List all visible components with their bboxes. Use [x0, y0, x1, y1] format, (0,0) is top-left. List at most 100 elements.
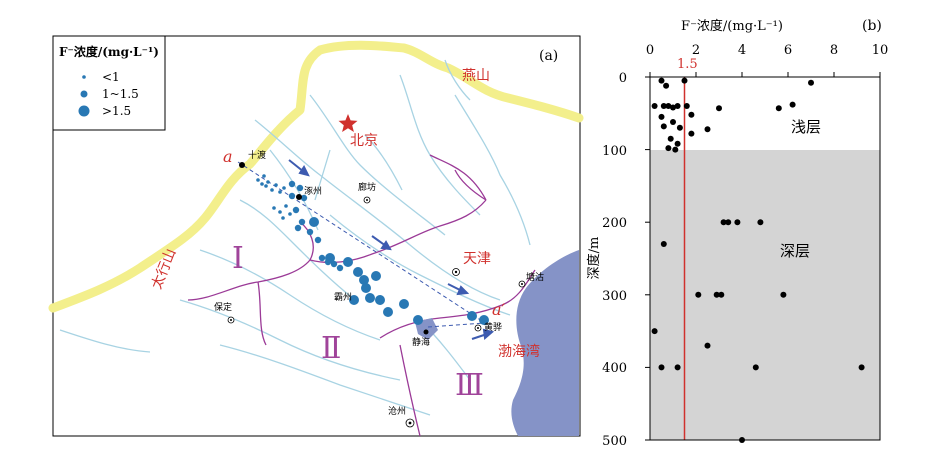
- legend-title: F⁻浓度/(mg·L⁻¹): [59, 44, 159, 59]
- profile-line-east: [427, 322, 486, 328]
- depth-sample-point-32: [780, 291, 787, 298]
- depth-plot-panel: 0 2 4 6 8 10 0 100 200 300 400 500 F⁻浓度/…: [586, 18, 888, 449]
- y-tick-label-100: 100: [602, 144, 627, 159]
- legend-label-mid: 1~1.5: [102, 87, 139, 101]
- depth-sample-point-10: [716, 105, 722, 112]
- city-marker-tanggu: [518, 280, 526, 288]
- deep-zone-label: 深层: [780, 242, 810, 260]
- depth-sample-point-18: [704, 126, 711, 133]
- x-tick-label-6: 6: [784, 43, 792, 58]
- rivers: [59, 59, 531, 416]
- depth-sample-point-14: [688, 111, 695, 118]
- depth-sample-point-36: [674, 364, 681, 371]
- city-markers: [227, 114, 526, 428]
- city-marker-zhuozhou: [296, 194, 302, 200]
- label-cangzhou: 沧州: [388, 405, 406, 417]
- label-tianjin: 天津: [463, 251, 491, 267]
- depth-sample-point-22: [665, 145, 672, 152]
- beijing-star-icon: [338, 114, 358, 132]
- depth-sample-point-0: [658, 77, 665, 84]
- depth-sample-point-4: [651, 103, 658, 109]
- map-panel-label: (a): [539, 48, 558, 64]
- depth-sample-point-20: [667, 135, 674, 142]
- zone-boundaries: [187, 154, 536, 437]
- depth-scatter-points: [651, 77, 865, 443]
- depth-sample-point-28: [660, 241, 667, 247]
- depth-sample-point-37: [752, 364, 759, 371]
- label-tanggu: 塘沽: [526, 271, 544, 283]
- map-labels: (a) 燕山 太行山 北京 天津 渤海湾 Ⅰ Ⅱ Ⅲ a a′ 十渡 涿州 廊坊…: [149, 48, 558, 417]
- depth-sample-point-29: [695, 291, 702, 298]
- map-panel: F⁻浓度/(mg·L⁻¹) <1 1~1.5 >1.5 (a) 燕山 太行山 北…: [48, 35, 584, 437]
- map-legend: F⁻浓度/(mg·L⁻¹) <1 1~1.5 >1.5: [52, 35, 166, 131]
- depth-sample-point-3: [663, 82, 670, 89]
- legend-box: [52, 35, 166, 131]
- y-tick-label-300: 300: [602, 289, 627, 304]
- depth-sample-point-11: [775, 105, 782, 112]
- depth-sample-point-6: [665, 103, 672, 109]
- legend-dot-small: [82, 75, 86, 79]
- deep-zone-shading: [650, 150, 880, 440]
- label-beijing: 北京: [350, 133, 378, 149]
- mountain-range-line: [48, 40, 584, 313]
- city-marker-shidu: [239, 162, 245, 168]
- label-zhuozhou: 涿州: [304, 186, 322, 197]
- x-tick-marks: [649, 72, 881, 77]
- legend-dot-medium: [80, 90, 88, 98]
- depth-sample-point-26: [734, 219, 741, 226]
- depth-sample-point-21: [674, 140, 681, 147]
- plot-frame: [649, 76, 881, 441]
- label-zone-1: Ⅰ: [232, 241, 244, 276]
- label-huanghua: 黄骅: [484, 321, 502, 333]
- x-tick-label-10: 10: [872, 43, 889, 58]
- label-profile-end: a′: [492, 300, 506, 319]
- depth-sample-point-8: [674, 103, 681, 109]
- depth-sample-point-35: [658, 364, 665, 371]
- y-tick-label-500: 500: [602, 434, 627, 449]
- depth-sample-point-1: [681, 77, 688, 84]
- depth-sample-point-30: [713, 291, 720, 298]
- legend-dot-large: [78, 105, 90, 117]
- depth-sample-point-27: [757, 219, 764, 226]
- depth-sample-point-13: [658, 113, 665, 120]
- bohai-bay-sea: [511, 250, 579, 436]
- threshold-label: 1.5: [677, 57, 698, 72]
- depth-sample-point-12: [789, 101, 796, 108]
- city-marker-cangzhou: [405, 418, 415, 428]
- depth-sample-point-25: [725, 219, 732, 226]
- label-shidu: 十渡: [248, 149, 266, 161]
- sample-points: [256, 174, 489, 325]
- x-tick-label-4: 4: [738, 43, 746, 58]
- profile-line: [237, 161, 486, 324]
- legend-label-low: <1: [102, 70, 120, 84]
- label-bohai: 渤海湾: [498, 343, 540, 360]
- depth-sample-point-24: [720, 219, 727, 226]
- depth-sample-point-31: [718, 291, 725, 298]
- label-zone-3: Ⅲ: [455, 368, 484, 403]
- city-marker-langfang: [363, 196, 371, 204]
- label-yanshan: 燕山: [462, 68, 490, 84]
- y-axis-title: 深度/m: [586, 237, 602, 280]
- y-tick-label-200: 200: [602, 216, 627, 231]
- depth-sample-point-17: [676, 124, 683, 131]
- depth-sample-point-9: [683, 103, 690, 109]
- city-marker-baoding: [227, 316, 235, 324]
- depth-sample-point-34: [704, 342, 711, 349]
- depth-sample-point-15: [670, 119, 676, 125]
- y-tick-label-400: 400: [602, 361, 627, 376]
- y-tick-marks: [645, 76, 650, 441]
- shallow-zone-label: 浅层: [791, 118, 821, 136]
- x-tick-label-8: 8: [830, 43, 838, 58]
- depth-sample-point-2: [808, 79, 814, 86]
- y-tick-label-0: 0: [619, 71, 627, 86]
- depth-panel-label: (b): [862, 18, 882, 34]
- city-marker-huanghua: [474, 324, 482, 332]
- legend-label-high: >1.5: [102, 104, 131, 118]
- label-profile-start: a: [223, 147, 233, 166]
- depth-sample-point-19: [688, 130, 695, 137]
- depth-sample-point-39: [739, 437, 745, 443]
- label-langfang: 廊坊: [358, 181, 376, 193]
- depth-sample-point-16: [660, 123, 667, 130]
